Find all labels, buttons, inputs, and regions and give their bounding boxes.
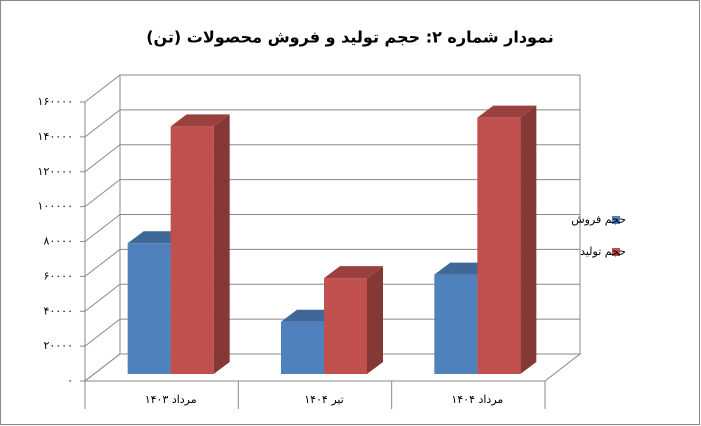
x-tick-label: مرداد ۱۴۰۳ <box>145 393 197 406</box>
bar <box>324 266 383 374</box>
bar-front <box>127 243 171 374</box>
y-tick-label: ۸۰۰۰۰ <box>43 235 73 248</box>
bar-front <box>170 126 214 374</box>
y-tick-label: ۰ <box>67 374 73 387</box>
x-tick-label: مرداد ۱۴۰۴ <box>451 393 503 406</box>
legend-label: حجم تولید <box>580 245 626 258</box>
bar-front <box>281 321 324 374</box>
bar-front <box>324 278 367 374</box>
legend-label: حجم فروش <box>571 213 626 226</box>
bar <box>477 105 537 374</box>
grid-line <box>84 74 580 103</box>
grid-line <box>84 318 580 347</box>
grid-line <box>84 248 580 277</box>
bar-front <box>477 117 521 374</box>
grid-line <box>84 214 580 242</box>
bar-front <box>434 274 478 374</box>
x-tick-label: تیر ۱۴۰۴ <box>304 393 344 406</box>
legend-swatch <box>612 216 620 224</box>
bar-top <box>477 105 537 118</box>
bar-side <box>520 105 537 374</box>
bar-side <box>367 266 383 374</box>
bar <box>170 114 230 374</box>
bar-top <box>324 266 383 279</box>
legend-swatch <box>612 248 620 256</box>
bar-side <box>213 114 230 374</box>
grid-line <box>84 144 580 173</box>
y-tick-label: ۴۰۰۰۰ <box>43 304 73 317</box>
y-tick-label: ۶۰۰۰۰ <box>43 269 73 282</box>
y-tick-label: ۱۶۰۰۰۰ <box>38 95 73 108</box>
chart-title: نمودار شماره ۲: حجم تولید و فروش محصولات… <box>146 28 554 47</box>
y-tick-label: ۲۰۰۰۰ <box>43 339 73 352</box>
y-tick-label: ۱۴۰۰۰۰ <box>38 130 73 143</box>
grid-line <box>84 179 580 208</box>
y-tick-label: ۱۲۰۰۰۰ <box>38 165 73 178</box>
y-tick-label: ۱۰۰۰۰۰ <box>38 200 73 213</box>
grid-line <box>84 353 580 382</box>
grid-line <box>84 109 580 138</box>
bar-top <box>170 114 230 127</box>
grid-line <box>84 283 580 312</box>
